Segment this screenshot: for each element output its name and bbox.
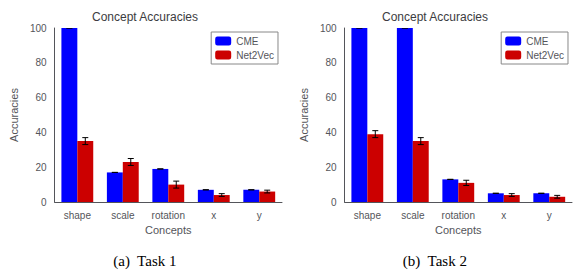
svg-text:scale: scale	[111, 210, 135, 221]
svg-text:100: 100	[30, 23, 47, 34]
svg-text:100: 100	[320, 23, 337, 34]
svg-text:(b) Task 2: (b) Task 2	[403, 253, 467, 270]
svg-text:y: y	[547, 210, 552, 221]
svg-text:scale: scale	[401, 210, 425, 221]
svg-text:shape: shape	[64, 210, 92, 221]
svg-text:(a) Task 1: (a) Task 1	[113, 253, 176, 270]
svg-text:Concepts: Concepts	[145, 224, 192, 236]
svg-text:20: 20	[325, 162, 337, 173]
svg-text:Concepts: Concepts	[435, 224, 482, 236]
svg-text:20: 20	[35, 162, 47, 173]
svg-text:80: 80	[325, 57, 337, 68]
svg-text:rotation: rotation	[442, 210, 475, 221]
svg-text:60: 60	[35, 92, 47, 103]
svg-text:rotation: rotation	[152, 210, 185, 221]
svg-text:Accuracies: Accuracies	[298, 88, 310, 142]
svg-text:y: y	[257, 210, 262, 221]
svg-text:x: x	[501, 210, 506, 221]
svg-text:shape: shape	[354, 210, 382, 221]
svg-text:0: 0	[331, 197, 337, 208]
svg-text:Concept Accuracies: Concept Accuracies	[382, 10, 488, 24]
svg-text:x: x	[211, 210, 216, 221]
svg-text:CME: CME	[526, 36, 549, 47]
svg-text:40: 40	[35, 127, 47, 138]
svg-text:80: 80	[35, 57, 47, 68]
svg-text:Concept Accuracies: Concept Accuracies	[92, 10, 198, 24]
svg-text:40: 40	[325, 127, 337, 138]
svg-text:Net2Vec: Net2Vec	[236, 50, 274, 61]
svg-text:Net2Vec: Net2Vec	[526, 50, 564, 61]
svg-text:CME: CME	[236, 36, 259, 47]
svg-text:0: 0	[41, 197, 47, 208]
svg-text:60: 60	[325, 92, 337, 103]
svg-text:Accuracies: Accuracies	[8, 88, 20, 142]
